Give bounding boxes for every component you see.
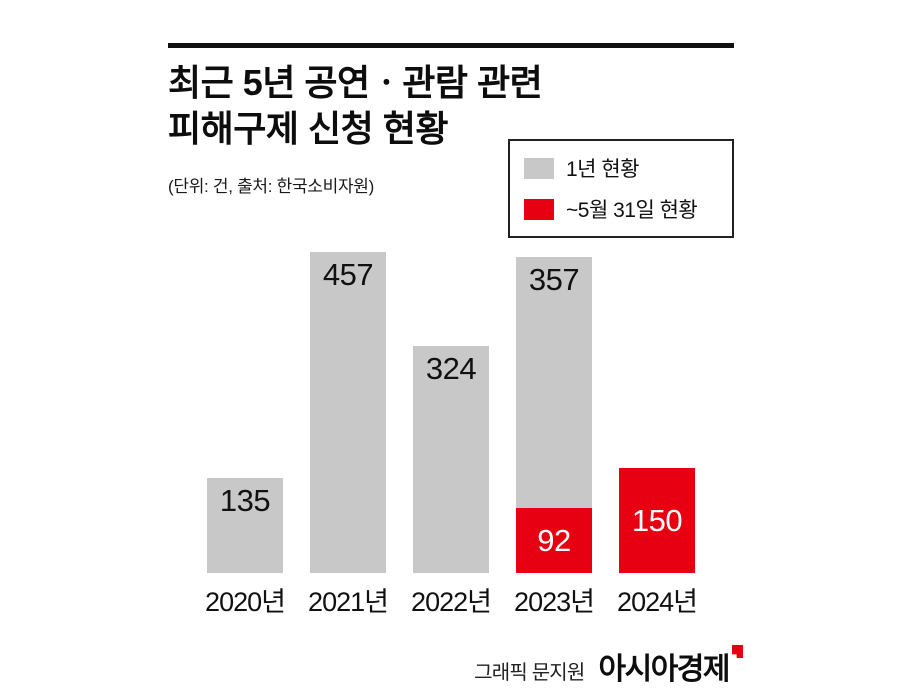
legend-swatch-red (524, 198, 554, 220)
unit-source-note: (단위: 건, 출처: 한국소비자원) (168, 177, 375, 196)
legend-label-full-year: 1년 현황 (566, 158, 639, 181)
bar-segment: 324 (413, 346, 489, 573)
category-label: 2020년 (205, 587, 286, 617)
legend-item-ytd: ~5월 31일 현황 (524, 194, 718, 224)
asiae-logo-text: 아시아경제 (598, 653, 731, 686)
bar-segment: 135 (207, 478, 283, 573)
footer: 그래픽 문지원 아시아경제 (474, 644, 743, 688)
bar-segment: 457 (310, 252, 386, 573)
bar-value-label: 457 (322, 257, 374, 292)
bar-value-label: 135 (219, 483, 271, 518)
legend-swatch-gray (524, 157, 554, 179)
bar-value-label: 150 (631, 503, 683, 538)
category-label: 2022년 (411, 587, 492, 617)
legend-item-full-year: 1년 현황 (524, 153, 718, 183)
bar-chart: 135 457 324 357 92 150 (207, 243, 695, 573)
asiae-logo-mark (732, 645, 743, 658)
category-label: 2021년 (308, 587, 389, 617)
bar-segment: 357 (516, 257, 592, 508)
bar-segment: 92 (516, 508, 592, 573)
category-label: 2024년 (617, 587, 698, 617)
chart-title-line-1: 최근 5년 공연ㆍ관람 관련 (168, 62, 543, 103)
legend: 1년 현황 ~5월 31일 현황 (508, 139, 734, 238)
legend-label-ytd: ~5월 31일 현황 (566, 199, 698, 222)
bar-column-2020년: 135 (207, 478, 283, 573)
top-rule (168, 43, 734, 48)
category-label: 2023년 (514, 587, 595, 617)
bar-segment: 150 (619, 468, 695, 573)
bar-column-2022년: 324 (413, 346, 489, 573)
credit-text: 그래픽 문지원 (474, 662, 585, 684)
bar-value-label: 324 (425, 351, 477, 386)
bar-value-label: 357 (528, 262, 580, 297)
category-axis: 2020년 2021년 2022년 2023년 2024년 (205, 580, 698, 619)
bar-column-2021년: 457 (310, 252, 386, 573)
chart-title-line-2: 피해구제 신청 현황 (168, 108, 448, 150)
bar-column-2024년: 150 (619, 468, 695, 573)
asiae-logo: 아시아경제 (598, 644, 743, 688)
bar-column-2023년: 357 92 (516, 257, 592, 573)
bar-value-label: 92 (537, 523, 571, 558)
